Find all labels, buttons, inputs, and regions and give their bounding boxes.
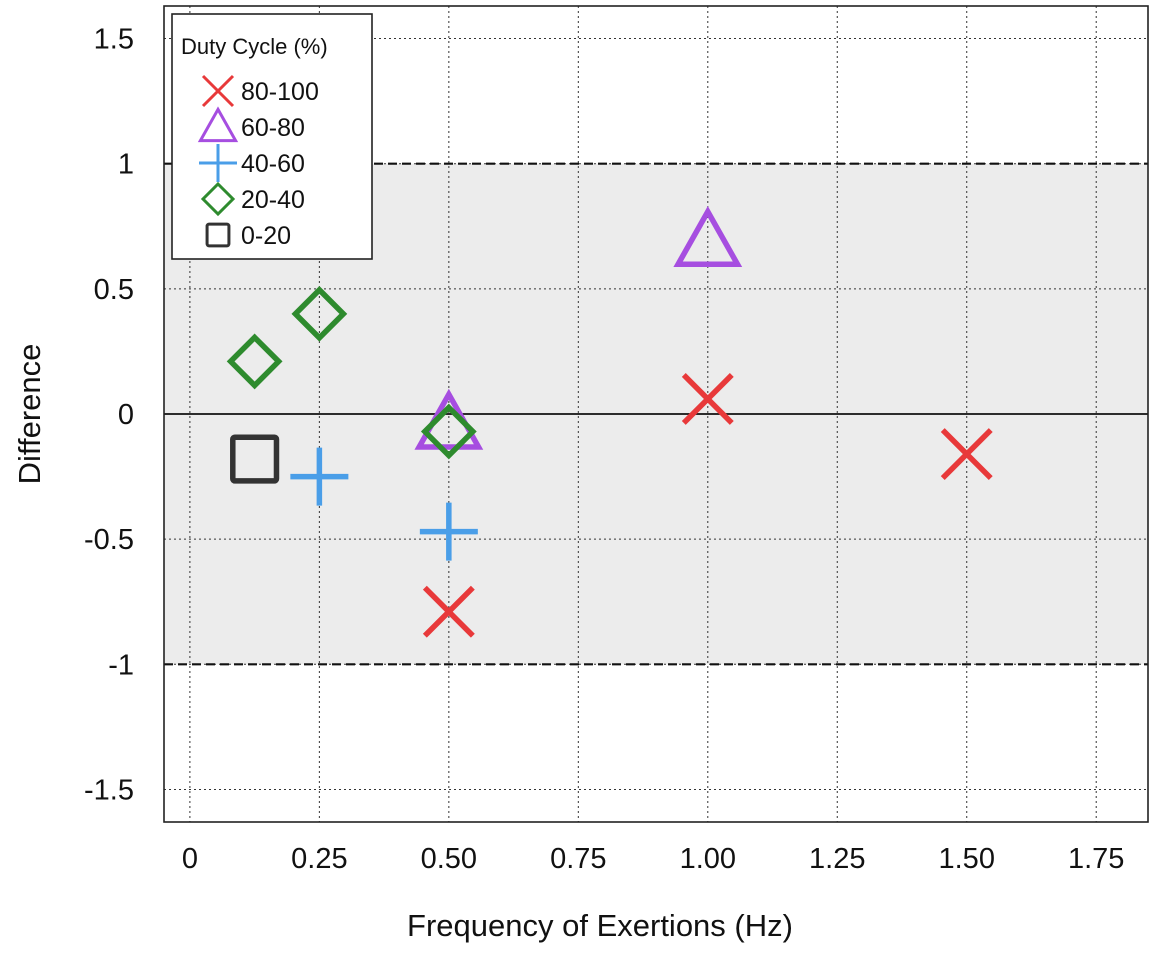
x-axis-title: Frequency of Exertions (Hz) [407, 908, 793, 943]
triangle-marker [673, 205, 743, 267]
legend-label-80-100: 80-100 [241, 78, 319, 106]
x-tick-label: 0.25 [291, 843, 347, 875]
data-markers [226, 205, 993, 638]
reference-lines [164, 162, 1148, 666]
plus-marker [419, 502, 478, 561]
series-40-60 [290, 447, 478, 561]
y-tick-label: 1 [118, 149, 134, 181]
legend: Duty Cycle (%) 80-100 60-80 40-60 20-40 0-20 [171, 13, 373, 260]
y-tick-label: 0.5 [94, 274, 134, 306]
x-marker [940, 428, 993, 480]
series-20-40 [226, 285, 477, 460]
plus-marker [199, 144, 237, 182]
diamond-marker [420, 403, 477, 460]
legend-label-60-80: 60-80 [241, 114, 305, 142]
y-tick-label: 1.5 [94, 24, 134, 56]
legend-label-40-60: 40-60 [241, 150, 305, 178]
plus-marker [290, 447, 349, 506]
diamond-marker [200, 181, 236, 217]
x-tick-label: 0.75 [550, 843, 606, 875]
triangle-marker [197, 106, 239, 143]
legend-title: Duty Cycle (%) [181, 34, 328, 59]
tick-labels: 0 0.25 0.50 0.75 1.00 1.25 1.50 1.751.510.50-0.… [84, 24, 1124, 875]
x-tick-label: 0.50 [421, 843, 477, 875]
legend-box [171, 13, 373, 260]
plot-frame [163, 5, 1149, 823]
x-tick-label: 1.50 [939, 843, 995, 875]
x-tick-label: 1.75 [1068, 843, 1124, 875]
y-axis-title: Difference [12, 344, 47, 485]
series-80-100 [422, 373, 993, 638]
x-tick-label: 1.25 [809, 843, 865, 875]
y-tick-label: -0.5 [84, 524, 134, 556]
x-tick-label: 0 [182, 843, 198, 875]
square-marker [205, 222, 231, 248]
x-marker [201, 74, 235, 108]
series-0-20 [230, 434, 280, 484]
y-tick-label: -1 [108, 649, 134, 681]
square-marker [230, 434, 280, 484]
y-tick-label: -1.5 [84, 774, 134, 806]
legend-label-0-20: 0-20 [241, 222, 291, 250]
legend-label-20-40: 20-40 [241, 186, 305, 214]
diamond-marker [226, 333, 283, 390]
x-marker [681, 373, 734, 425]
x-marker [422, 585, 475, 638]
x-tick-label: 1.00 [680, 843, 736, 875]
y-tick-label: 0 [118, 399, 134, 431]
diamond-marker [291, 285, 348, 342]
